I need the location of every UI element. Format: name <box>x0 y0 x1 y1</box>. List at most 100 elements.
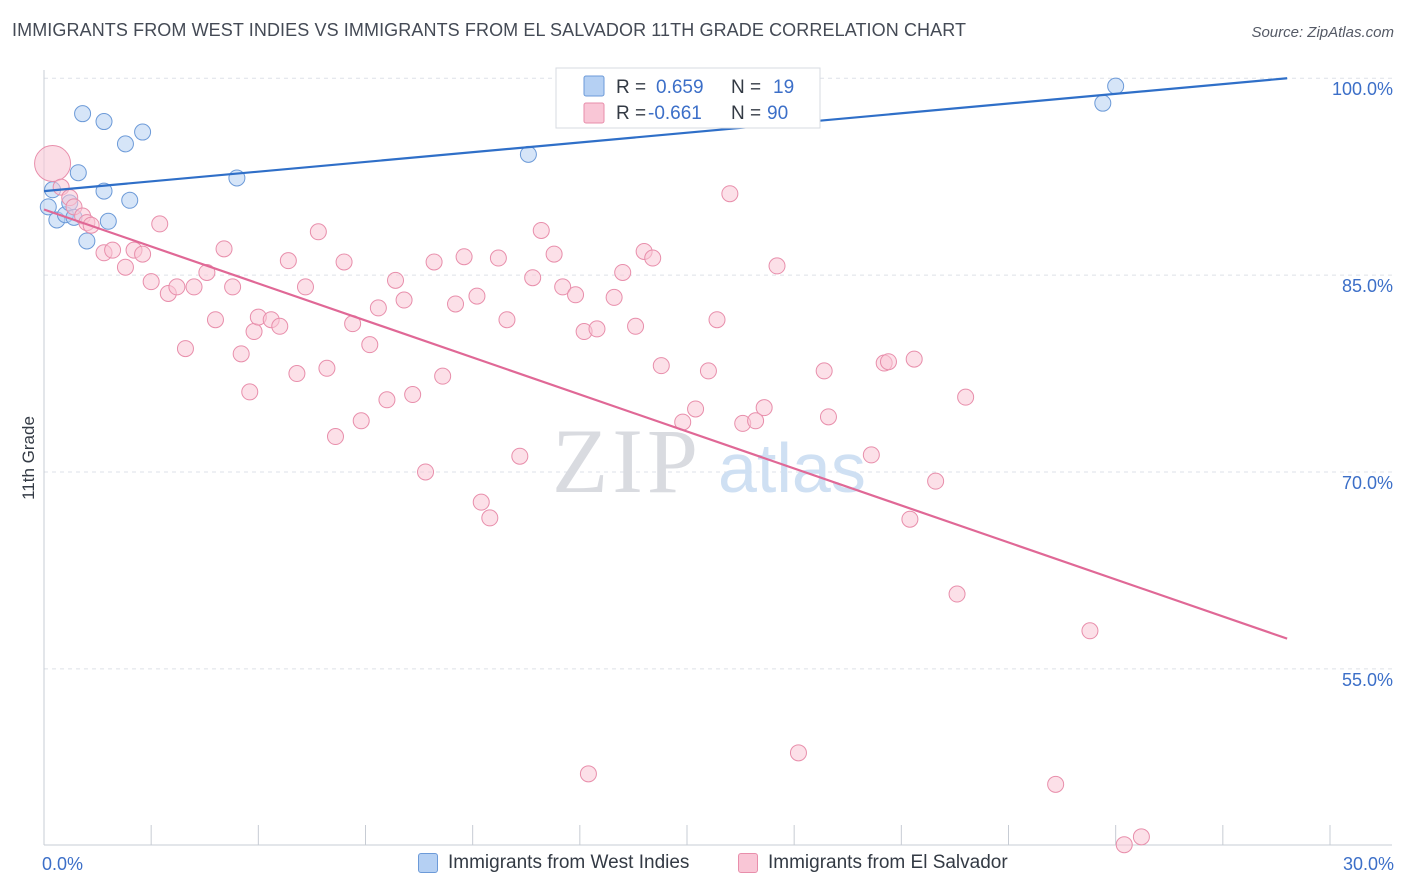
data-point-el-salvador <box>605 288 623 306</box>
data-point-el-salvador <box>395 291 413 309</box>
legend-label-west-indies: Immigrants from West Indies <box>448 852 690 873</box>
data-point-el-salvador <box>699 362 717 380</box>
data-point-el-salvador <box>481 509 499 527</box>
legend-top: R = 0.659 N = 19 R = -0.661 N = 90 <box>555 67 821 129</box>
data-point-el-salvador <box>948 585 966 603</box>
data-point-el-salvador <box>468 287 486 305</box>
data-point-west-indies <box>116 135 134 153</box>
y-tick-label: 85.0% <box>1342 276 1393 296</box>
data-point-west-indies <box>78 232 96 250</box>
data-point-el-salvador <box>404 386 422 404</box>
data-point-el-salvador <box>957 388 975 406</box>
data-point-el-salvador <box>455 248 473 266</box>
axes <box>43 70 1392 846</box>
data-point-el-salvador <box>151 215 169 233</box>
legend-r-value-2: -0.661 <box>648 103 702 124</box>
data-point-el-salvador <box>627 317 645 335</box>
y-tick-label: 70.0% <box>1342 473 1393 493</box>
data-point-west-indies <box>121 191 139 209</box>
legend-n-label-1: N = <box>731 77 761 98</box>
data-point-el-salvador <box>489 249 507 267</box>
data-point-el-salvador <box>271 317 289 335</box>
data-point-west-indies <box>1094 94 1112 112</box>
x-tick-labels: 0.0% 30.0% <box>42 854 1394 874</box>
data-point-el-salvador <box>434 367 452 385</box>
data-point-west-indies <box>99 212 117 230</box>
data-point-west-indies <box>95 113 113 131</box>
data-point-el-salvador <box>579 765 597 783</box>
data-point-el-salvador <box>901 510 919 528</box>
data-point-el-salvador <box>1115 836 1133 854</box>
data-point-el-salvador <box>185 278 203 296</box>
legend-item-west-indies: Immigrants from West Indies <box>418 852 689 874</box>
data-point-el-salvador <box>554 278 572 296</box>
data-point-west-indies <box>74 105 92 123</box>
data-point-el-salvador <box>34 145 72 183</box>
data-point-el-salvador <box>511 447 529 465</box>
legend-pink-swatch <box>583 102 605 124</box>
y-tick-label: 100.0% <box>1332 79 1393 99</box>
legend-label-el-salvador: Immigrants from El Salvador <box>768 852 1008 873</box>
watermark: ZIP atlas <box>552 410 866 512</box>
data-point-el-salvador <box>168 278 186 296</box>
data-point-el-salvador <box>644 249 662 267</box>
data-point-el-salvador <box>387 271 405 289</box>
data-point-el-salvador <box>879 353 897 371</box>
data-point-el-salvador <box>206 311 224 329</box>
legend-swatch-el-salvador <box>738 853 758 873</box>
data-point-el-salvador <box>862 446 880 464</box>
data-point-el-salvador <box>447 295 465 313</box>
data-point-el-salvador <box>326 428 344 446</box>
data-point-el-salvador <box>614 263 632 281</box>
data-point-west-indies <box>1107 77 1125 95</box>
data-point-el-salvador <box>425 253 443 271</box>
legend-r-value-1: 0.659 <box>656 77 704 98</box>
data-point-west-indies <box>134 123 152 141</box>
data-point-el-salvador <box>224 278 242 296</box>
data-point-el-salvador <box>588 320 606 338</box>
data-point-el-salvador <box>378 391 396 409</box>
data-point-el-salvador <box>747 412 765 430</box>
legend-n-value-2: 90 <box>767 103 788 124</box>
data-point-el-salvador <box>755 399 773 417</box>
data-point-el-salvador <box>524 269 542 287</box>
data-point-el-salvador <box>296 278 314 296</box>
data-point-el-salvador <box>142 273 160 291</box>
legend-n-value-1: 19 <box>773 77 794 98</box>
legend-r-label-1: R = <box>616 77 646 98</box>
data-point-el-salvador <box>545 245 563 263</box>
data-point-west-indies <box>39 198 57 216</box>
data-point-el-salvador <box>819 408 837 426</box>
chart-title: IMMIGRANTS FROM WEST INDIES VS IMMIGRANT… <box>12 20 967 40</box>
x-tick-label: 30.0% <box>1343 854 1394 874</box>
data-point-el-salvador <box>768 257 786 275</box>
trend-lines <box>43 77 1288 640</box>
data-point-el-salvador <box>789 744 807 762</box>
data-point-el-salvador <box>335 253 353 271</box>
data-point-el-salvador <box>288 365 306 383</box>
data-point-west-indies <box>69 164 87 182</box>
x-tick-label: 0.0% <box>42 854 83 874</box>
data-point-el-salvador <box>927 472 945 490</box>
data-point-el-salvador <box>1047 775 1065 793</box>
data-point-el-salvador <box>352 412 370 430</box>
data-point-el-salvador <box>241 383 259 401</box>
data-point-el-salvador <box>309 223 327 241</box>
data-points <box>34 77 1150 854</box>
grid-lines <box>44 77 1392 670</box>
legend-swatch-west-indies <box>418 853 438 873</box>
trend-line-west-indies <box>43 77 1288 193</box>
y-tick-label: 55.0% <box>1342 670 1393 690</box>
data-point-el-salvador <box>176 340 194 358</box>
legend-bottom: Immigrants from West Indies Immigrants f… <box>0 850 1406 880</box>
data-point-el-salvador <box>116 258 134 276</box>
data-point-el-salvador <box>361 336 379 354</box>
y-axis-label: 11th Grade <box>19 416 38 500</box>
x-ticks <box>43 825 1331 845</box>
data-point-el-salvador <box>279 252 297 270</box>
legend-r-label-2: R = <box>616 103 646 124</box>
legend-item-el-salvador: Immigrants from El Salvador <box>738 852 1008 874</box>
data-point-el-salvador <box>245 323 263 341</box>
data-point-el-salvador <box>687 400 705 418</box>
